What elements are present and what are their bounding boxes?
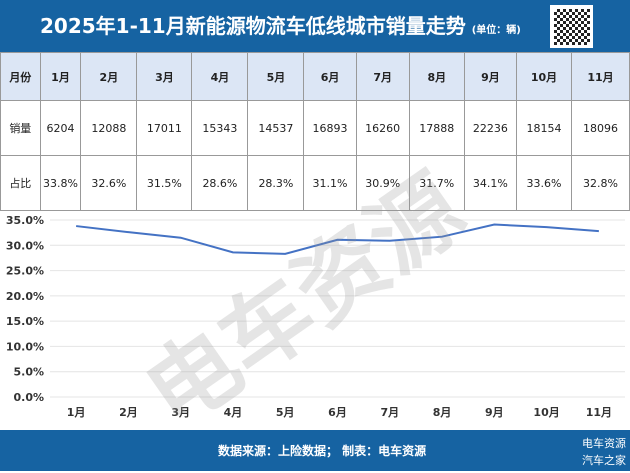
x-tick-label: 5月 — [276, 406, 295, 419]
unit-label: (单位：辆) — [471, 25, 521, 36]
title-text: 2025年1-11月新能源物流车低线城市销量走势 — [40, 14, 466, 38]
x-tick-label: 4月 — [224, 406, 243, 419]
share-cell: 28.3% — [247, 155, 305, 211]
x-tick-label: 3月 — [171, 406, 190, 419]
qr-code-icon — [550, 5, 593, 48]
sales-cell: 14537 — [247, 100, 305, 156]
months-cell: 4月 — [191, 52, 249, 101]
y-tick-label: 25.0% — [6, 265, 44, 278]
months-cell: 7月 — [355, 52, 410, 101]
months-cell: 3月 — [136, 52, 193, 101]
sales-cell: 17888 — [408, 100, 465, 156]
share-cell: 33.6% — [515, 155, 573, 211]
y-tick-label: 0.0% — [13, 391, 44, 404]
months-cell: 5月 — [247, 52, 305, 101]
share-cell: 32.8% — [571, 155, 630, 211]
row-label: 占比 — [0, 155, 41, 211]
months-cell: 9月 — [463, 52, 517, 101]
sales-cell: 16893 — [303, 100, 357, 156]
header-banner: 2025年1-11月新能源物流车低线城市销量走势 (单位：辆) — [0, 0, 630, 52]
row-label: 月份 — [0, 52, 41, 101]
sales-cell: 17011 — [136, 100, 193, 156]
line-chart: 0.0% 5.0% 10.0% 15.0% 20.0% 25.0% 30.0% 35.0% 1月… — [6, 214, 625, 419]
page-title: 2025年1-11月新能源物流车低线城市销量走势 (单位：辆) — [40, 10, 521, 39]
y-tick-label: 10.0% — [6, 340, 44, 353]
watermark-text: 汽车之家 — [582, 454, 626, 467]
share-cell: 30.9% — [355, 155, 410, 211]
share-cell: 31.1% — [303, 155, 357, 211]
x-tick-label: 11月 — [586, 406, 612, 419]
share-cell: 33.8% — [39, 155, 82, 211]
x-tick-label: 2月 — [119, 406, 138, 419]
sales-cell: 18096 — [571, 100, 630, 156]
y-tick-label: 15.0% — [6, 315, 44, 328]
share-cell: 31.5% — [136, 155, 193, 211]
sales-cell: 15343 — [191, 100, 249, 156]
x-tick-label: 1月 — [67, 406, 86, 419]
sales-cell: 22236 — [463, 100, 517, 156]
x-tick-label: 7月 — [380, 406, 399, 419]
x-tick-label: 8月 — [433, 406, 452, 419]
y-tick-label: 5.0% — [13, 366, 44, 379]
footer: 数据来源：上险数据； 制表：电车资源 电车资源 汽车之家 — [0, 430, 630, 471]
x-tick-label: 6月 — [328, 406, 347, 419]
share-cell: 34.1% — [463, 155, 517, 211]
sales-cell: 12088 — [80, 100, 138, 156]
months-cell: 8月 — [408, 52, 465, 101]
sales-cell: 6204 — [39, 100, 82, 156]
months-cell: 1月 — [39, 52, 82, 101]
share-cell: 32.6% — [80, 155, 138, 211]
watermark-text: 电车资源 — [582, 437, 626, 450]
x-tick-label: 9月 — [485, 406, 504, 419]
series-line — [76, 223, 599, 255]
months-cell: 2月 — [80, 52, 138, 101]
x-tick-label: 10月 — [533, 406, 559, 419]
share-cell: 28.6% — [191, 155, 249, 211]
y-tick-label: 35.0% — [6, 214, 44, 227]
months-cell: 11月 — [571, 52, 630, 101]
months-cell: 10月 — [515, 52, 573, 101]
row-label: 销量 — [0, 100, 41, 156]
sales-cell: 18154 — [515, 100, 573, 156]
data-table: 月份 1月 2月 3月 4月 5月 6月 7月 8月 9月 10月 11月 销量 6204 12088 17… — [0, 52, 630, 211]
y-tick-label: 20.0% — [6, 290, 44, 303]
source-text: 数据来源：上险数据； 制表：电车资源 — [218, 444, 427, 458]
sales-cell: 16260 — [355, 100, 410, 156]
y-tick-label: 30.0% — [6, 239, 44, 252]
share-cell: 31.7% — [408, 155, 465, 211]
months-cell: 6月 — [303, 52, 357, 101]
